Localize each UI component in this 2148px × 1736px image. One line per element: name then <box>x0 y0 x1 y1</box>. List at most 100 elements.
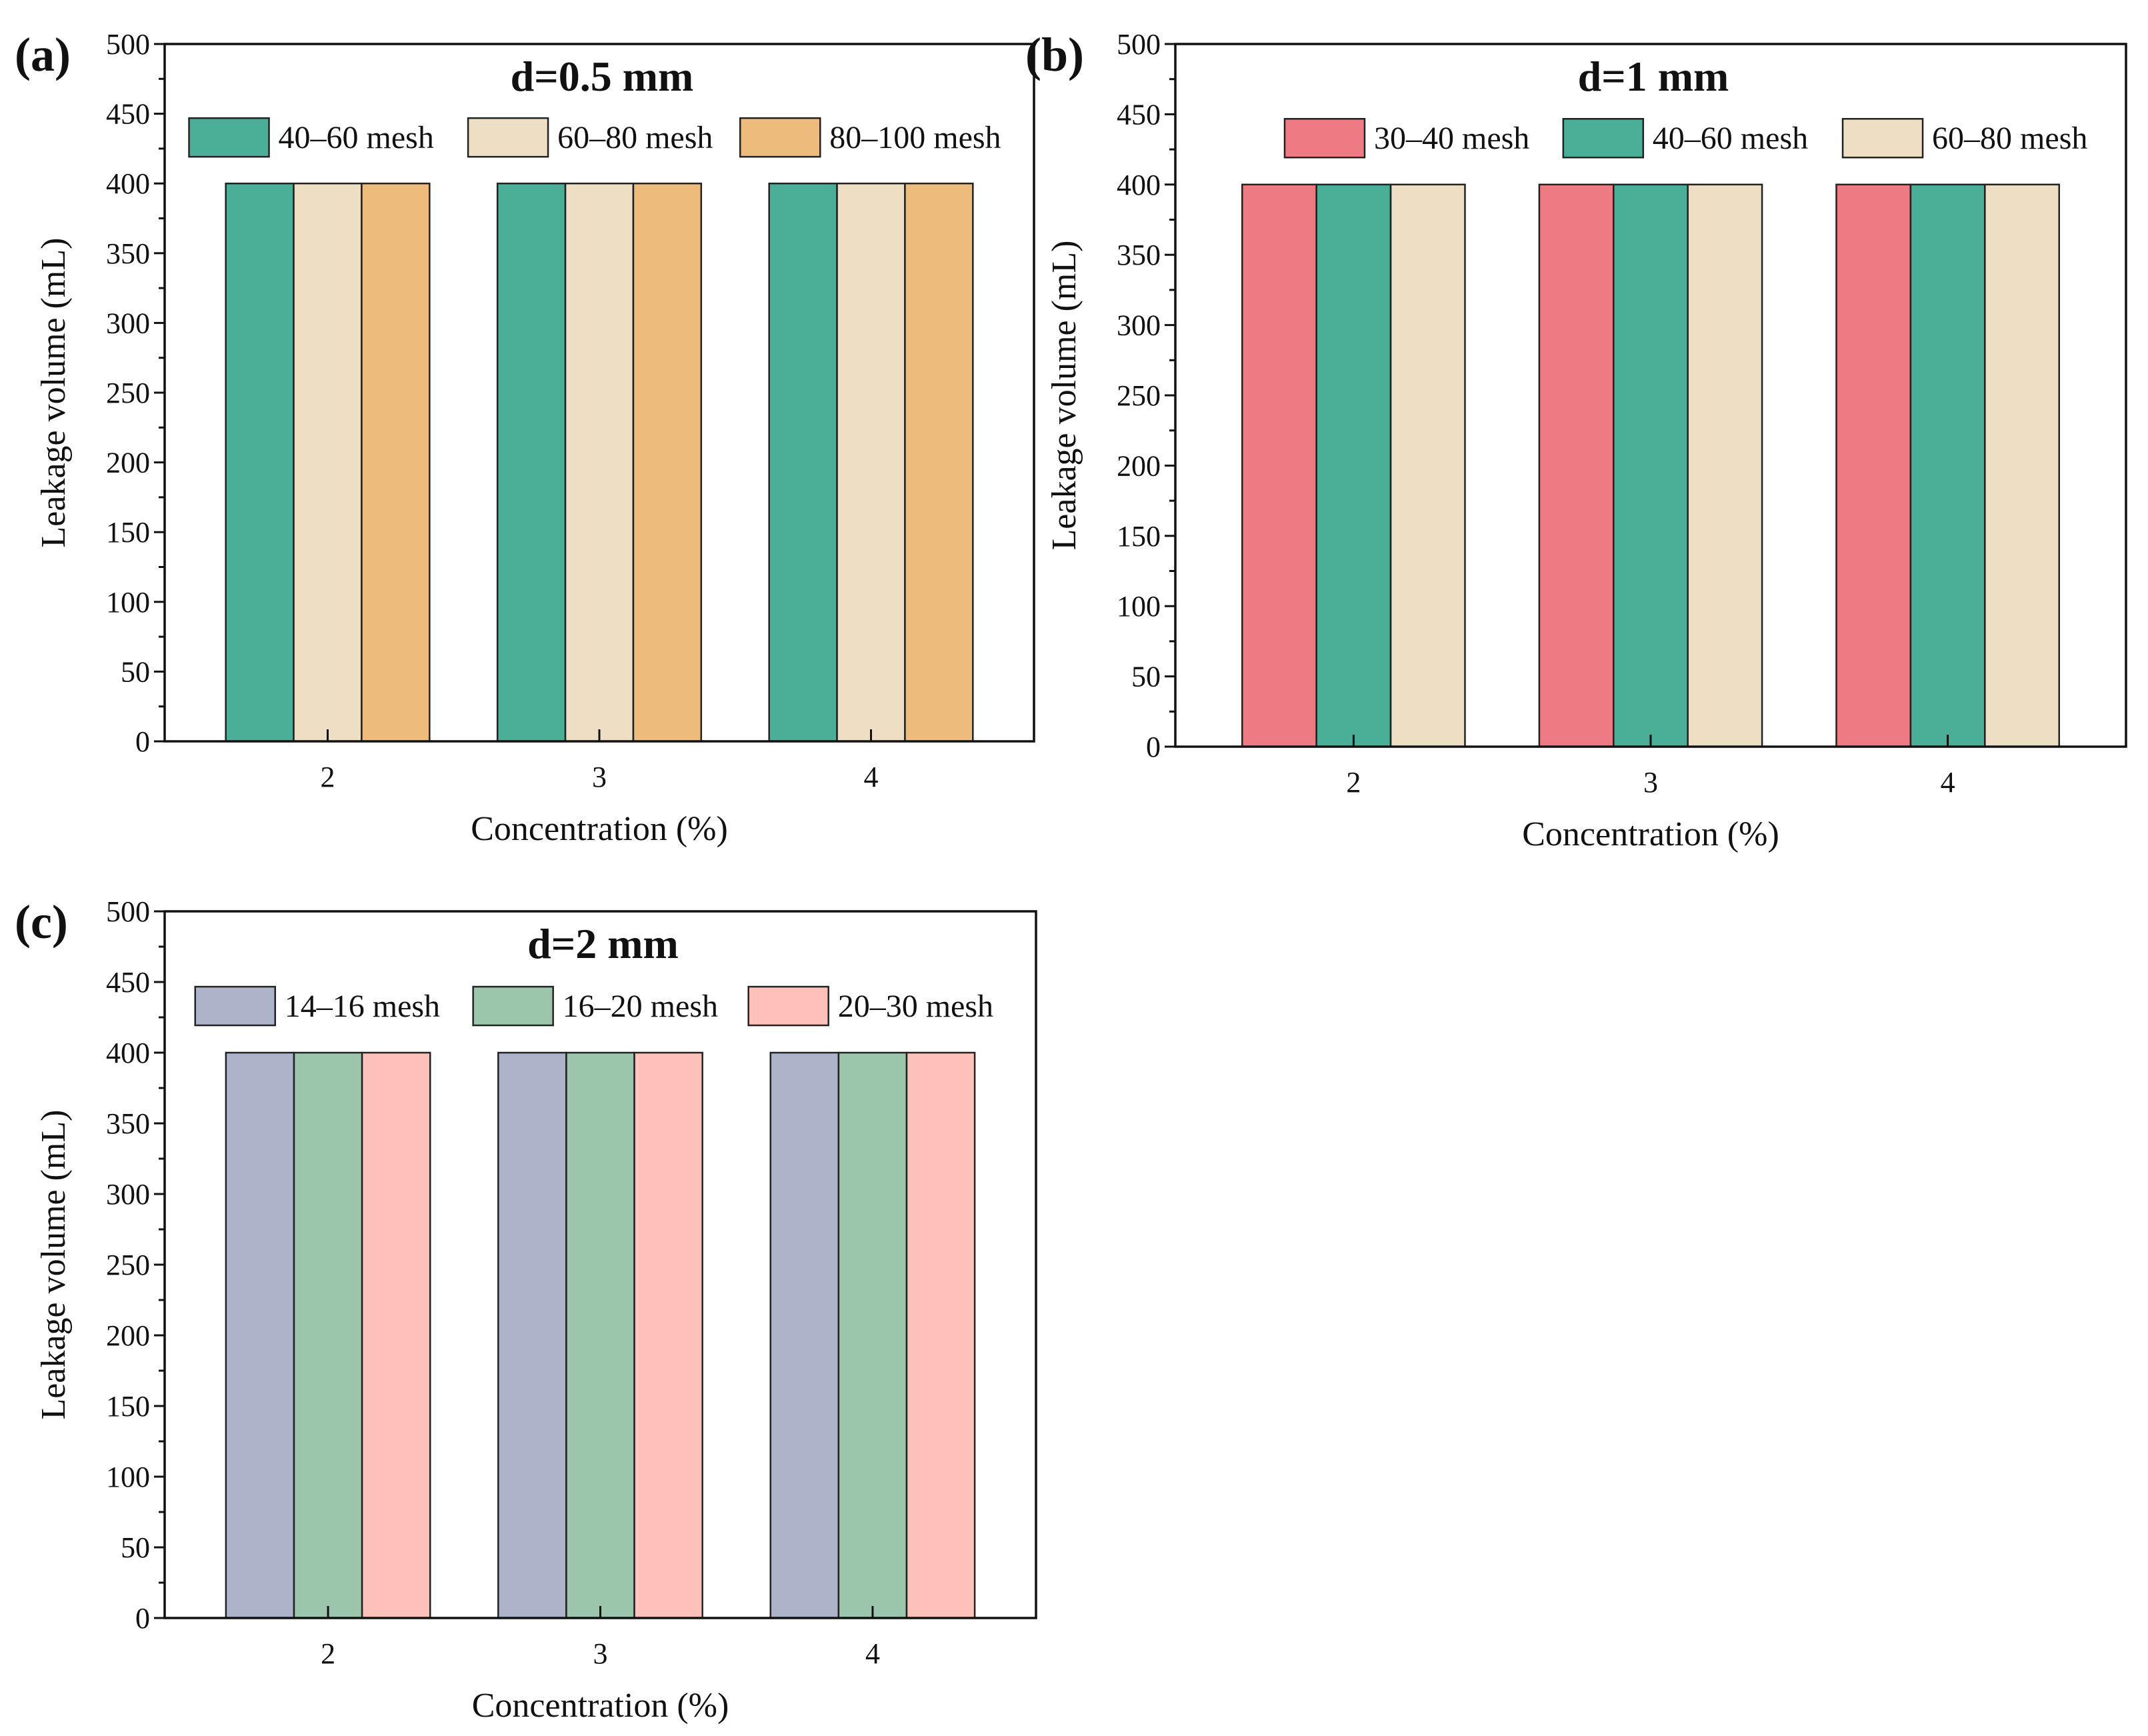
legend-swatch <box>739 117 821 158</box>
y-tick-label: 500 <box>106 28 150 61</box>
panel-label: (c) <box>15 895 68 949</box>
bar-16-20-mesh-3 <box>565 1051 635 1619</box>
y-tick-label: 100 <box>106 586 150 619</box>
legend-label: 40–60 mesh <box>279 120 434 155</box>
bar-40-60-mesh-3 <box>496 182 567 743</box>
y-tick-label: 100 <box>106 1461 150 1493</box>
bar-14-16-mesh-4 <box>769 1051 840 1619</box>
legend-label: 16–20 mesh <box>563 989 718 1024</box>
bar-20-30-mesh-4 <box>905 1051 976 1619</box>
x-tick-label: 2 <box>321 761 335 793</box>
bar-60-80-mesh-2 <box>1389 183 1466 748</box>
y-tick-label: 400 <box>106 167 150 200</box>
x-tick-label: 4 <box>864 761 879 793</box>
chart-panel-2: 0 50 100 150 200 250 300 350 400 450 500 2 3 4 Concent… <box>1025 28 2127 853</box>
y-tick-label: 350 <box>106 237 150 270</box>
chart-title: d=0.5 mm <box>511 53 694 100</box>
y-axis-label: Leakage volume (mL) <box>35 238 73 548</box>
y-tick-label: 450 <box>106 98 150 131</box>
x-axis-label: Concentration (%) <box>472 1687 729 1725</box>
y-tick-label: 300 <box>106 1178 150 1211</box>
y-tick-label: 400 <box>106 1037 150 1069</box>
y-tick-label: 250 <box>106 377 150 409</box>
bar-80-100-mesh-3 <box>632 182 703 743</box>
bar-60-80-mesh-3 <box>1687 183 1763 748</box>
bar-14-16-mesh-2 <box>225 1051 295 1619</box>
legend-label: 14–16 mesh <box>285 989 440 1024</box>
panel-label: (a) <box>15 28 71 81</box>
y-tick-label: 500 <box>106 895 150 928</box>
legend-label: 20–30 mesh <box>838 989 993 1024</box>
chart-panel-3: 0 50 100 150 200 250 300 350 400 450 500 2 3 4 Concent… <box>15 895 1037 1725</box>
bar-30-40-mesh-4 <box>1835 183 1912 748</box>
legend-swatch <box>1283 117 1366 159</box>
y-tick-label: 200 <box>106 447 150 479</box>
bar-16-20-mesh-2 <box>293 1051 363 1619</box>
x-tick-label: 3 <box>1643 766 1658 799</box>
legend-item: 80–100 mesh <box>739 117 1001 158</box>
legend-item: 20–30 mesh <box>747 985 993 1027</box>
bar-30-40-mesh-3 <box>1538 183 1615 748</box>
panel-label: (b) <box>1025 28 1084 81</box>
y-tick-label: 150 <box>106 1390 150 1423</box>
legend-item: 40–60 mesh <box>1562 117 1808 159</box>
legend-swatch <box>1562 117 1645 159</box>
x-axis-label: Concentration (%) <box>471 810 728 848</box>
y-tick-label: 50 <box>1131 661 1161 693</box>
x-tick-label: 3 <box>593 1637 608 1670</box>
legend-label: 60–80 mesh <box>1932 121 2087 156</box>
bar-40-60-mesh-4 <box>768 182 838 743</box>
legend-label: 30–40 mesh <box>1374 121 1529 156</box>
legend-swatch <box>188 117 270 158</box>
y-tick-label: 0 <box>135 1602 150 1635</box>
legend-swatch <box>747 985 829 1027</box>
y-tick-label: 100 <box>1117 590 1161 623</box>
legend-swatch <box>472 985 554 1027</box>
legend-label: 40–60 mesh <box>1653 121 1808 156</box>
bar-20-30-mesh-3 <box>633 1051 703 1619</box>
legend-swatch <box>1841 117 1924 159</box>
legend-item: 16–20 mesh <box>472 985 718 1027</box>
y-tick-label: 350 <box>1117 239 1161 271</box>
bar-60-80-mesh-4 <box>1984 183 2060 748</box>
y-tick-label: 50 <box>121 655 150 688</box>
bar-60-80-mesh-4 <box>836 182 906 743</box>
y-tick-label: 300 <box>1117 309 1161 342</box>
legend-item: 60–80 mesh <box>1841 117 2087 159</box>
y-tick-label: 200 <box>1117 449 1161 482</box>
x-axis-label: Concentration (%) <box>1522 815 1779 853</box>
legend-label: 80–100 mesh <box>829 120 1001 155</box>
x-tick-label: 3 <box>592 761 607 793</box>
legend-item: 60–80 mesh <box>467 117 713 158</box>
x-tick-label: 4 <box>865 1637 880 1670</box>
bar-40-60-mesh-4 <box>1909 183 1986 748</box>
bar-20-30-mesh-2 <box>361 1051 431 1619</box>
y-tick-label: 250 <box>106 1249 150 1281</box>
bar-80-100-mesh-4 <box>904 182 974 743</box>
x-tick-label: 2 <box>321 1637 335 1670</box>
y-tick-label: 500 <box>1117 28 1161 61</box>
chart-title: d=2 mm <box>527 920 679 967</box>
legend-swatch <box>194 985 276 1027</box>
bar-30-40-mesh-2 <box>1241 183 1317 748</box>
bar-16-20-mesh-4 <box>837 1051 908 1619</box>
bar-80-100-mesh-2 <box>361 182 431 743</box>
y-tick-label: 0 <box>135 725 150 758</box>
y-tick-label: 300 <box>106 307 150 339</box>
y-tick-label: 150 <box>1117 520 1161 553</box>
x-tick-label: 4 <box>1941 766 1955 799</box>
legend-item: 30–40 mesh <box>1283 117 1529 159</box>
y-tick-label: 400 <box>1117 169 1161 201</box>
bar-14-16-mesh-3 <box>497 1051 567 1619</box>
x-tick-label: 2 <box>1346 766 1361 799</box>
y-tick-label: 150 <box>106 516 150 549</box>
y-axis-label: Leakage volume (mL) <box>1045 241 1083 551</box>
bar-60-80-mesh-3 <box>564 182 635 743</box>
bar-60-80-mesh-2 <box>293 182 363 743</box>
y-tick-label: 450 <box>1117 98 1161 131</box>
bar-40-60-mesh-2 <box>1315 183 1392 748</box>
y-axis-label: Leakage volume (mL) <box>35 1110 73 1420</box>
y-tick-label: 350 <box>106 1107 150 1140</box>
y-tick-label: 0 <box>1146 731 1161 763</box>
